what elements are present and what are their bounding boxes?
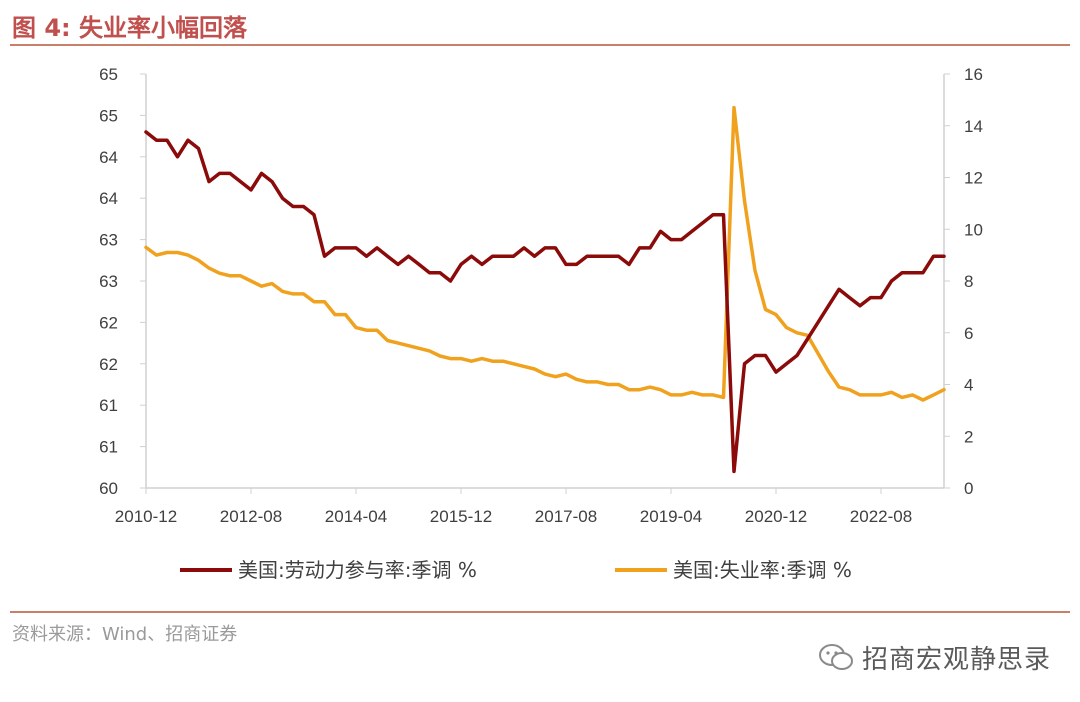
source-note: 资料来源：Wind、招商证券: [12, 624, 238, 645]
left-tick-label: 62: [99, 355, 118, 374]
x-tick-label: 2014-04: [325, 507, 387, 526]
left-tick-label: 63: [99, 272, 118, 291]
series-layer: [144, 105, 946, 474]
legend-unemployment-label: 美国:失业率:季调 %: [673, 558, 852, 582]
unemployment-series-line: [144, 105, 946, 402]
left-tick-label: 65: [99, 65, 118, 84]
right-tick-label: 0: [964, 479, 973, 498]
x-tick-label: 2015-12: [430, 507, 492, 526]
left-tick-label: 61: [99, 396, 118, 415]
watermark-text: 招商宏观静思录: [862, 644, 1052, 675]
x-tick-label: 2020-12: [745, 507, 807, 526]
figure-title: 图 4: 失业率小幅回落: [12, 14, 248, 42]
right-tick-label: 6: [964, 324, 973, 343]
chart-axes: 60 61 61 62 62 63 63 64 64 65 65 0 2 4 6 8 10 12 14 16 2010-…: [99, 65, 983, 526]
wechat-watermark: 招商宏观静思录: [818, 640, 1052, 675]
left-tick-label: 60: [99, 479, 118, 498]
wechat-icon: [819, 644, 853, 670]
left-tick-label: 64: [99, 148, 118, 167]
right-tick-label: 4: [964, 376, 973, 395]
right-tick-label: 16: [964, 65, 983, 84]
source-divider: [10, 611, 1070, 613]
legend-lfpr-label: 美国:劳动力参与率:季调 %: [238, 558, 477, 582]
x-tick-label: 2017-08: [535, 507, 597, 526]
left-tick-label: 63: [99, 231, 118, 250]
chart-legend: 美国:劳动力参与率:季调 % 美国:失业率:季调 %: [180, 558, 852, 582]
x-tick-label: 2010-12: [115, 507, 177, 526]
left-tick-label: 61: [99, 438, 118, 457]
x-tick-label: 2012-08: [220, 507, 282, 526]
title-divider: [10, 44, 1070, 46]
right-tick-label: 10: [964, 220, 983, 239]
left-tick-label: 62: [99, 313, 118, 332]
right-tick-label: 2: [964, 427, 973, 446]
lfpr-series-line: [144, 130, 946, 474]
right-tick-label: 12: [964, 169, 983, 188]
right-tick-label: 14: [964, 117, 983, 136]
left-tick-label: 65: [99, 106, 118, 125]
x-tick-label: 2019-04: [640, 507, 702, 526]
left-tick-label: 64: [99, 189, 118, 208]
chart-svg: 60 61 61 62 62 63 63 64 64 65 65 0 2 4 6 8 10 12 14 16 2010-…: [99, 65, 983, 582]
x-tick-label: 2022-08: [850, 507, 912, 526]
right-tick-label: 8: [964, 272, 973, 291]
